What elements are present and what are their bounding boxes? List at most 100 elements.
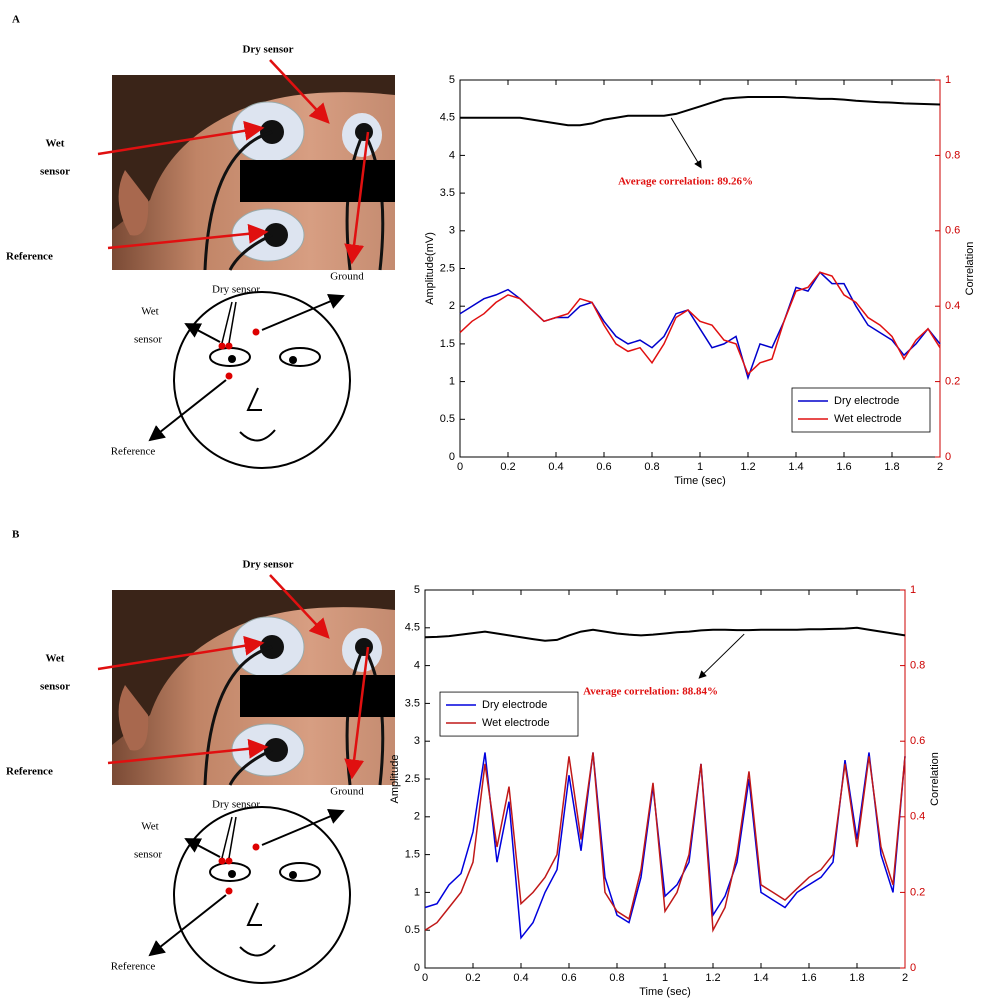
photo-label: Ground (330, 271, 364, 283)
nose (246, 387, 262, 411)
pointer-arrow (148, 894, 227, 957)
diagram-label: Reference (111, 961, 156, 973)
signal-line (424, 752, 906, 940)
pointer-arrow (269, 574, 330, 639)
pointer-line (221, 301, 233, 344)
x-tick-label: 1 (697, 461, 703, 473)
pointer-arrow (107, 738, 269, 765)
pointer-line (228, 301, 237, 344)
y-tick-label: 1 (414, 886, 420, 898)
redaction (240, 675, 395, 717)
electrode-snap (264, 738, 288, 762)
diagram-label: Dry sensor (212, 284, 260, 296)
annotation-arrow (698, 633, 745, 679)
x-tick-label: 1.2 (740, 461, 755, 473)
electrode-dot (218, 342, 226, 350)
pupil (289, 871, 297, 879)
y-tick-label: 4 (449, 149, 455, 161)
photo-label: Dry sensor (242, 559, 293, 571)
y-tick-label: 3 (414, 735, 420, 747)
x-tick-label: 1.6 (836, 461, 851, 473)
electrode-dot (225, 342, 233, 350)
photo-label: Dry sensor (242, 44, 293, 56)
y2-tick-label: 0.8 (945, 149, 960, 161)
y-tick-label: 3.5 (440, 187, 455, 199)
y-tick-label: 2.5 (440, 262, 455, 274)
y2-tick-label: 0.8 (910, 660, 925, 672)
signal-line (459, 271, 941, 376)
y-tick-label: 0.5 (405, 924, 420, 936)
x-tick-label: 1.4 (753, 972, 768, 984)
legend-label: Wet electrode (834, 413, 902, 425)
legend (791, 387, 931, 433)
y-tick-label: 0.5 (440, 413, 455, 425)
electrode-dot (252, 843, 260, 851)
pointer-arrow (184, 838, 221, 858)
y-tick-label: 2 (414, 811, 420, 823)
x-tick-label: 2 (902, 972, 908, 984)
y-tick-label: 2.5 (405, 773, 420, 785)
y-tick-label: 1.5 (405, 849, 420, 861)
x-axis-label: Time (sec) (639, 986, 691, 998)
photo-hair (112, 75, 395, 230)
annotation-arrow (670, 117, 702, 169)
y-tick-label: 5 (414, 584, 420, 596)
redaction (240, 160, 395, 202)
pointer-arrow (107, 223, 269, 250)
y-tick-label: 1.5 (440, 338, 455, 350)
y2-axis-label: Correlation (929, 752, 941, 806)
photo-ear (118, 170, 149, 236)
y-tick-label: 0 (449, 451, 455, 463)
y2-tick-label: 0.4 (945, 300, 960, 312)
nose (246, 902, 262, 926)
pointer-arrow (261, 809, 345, 846)
legend-label: Dry electrode (834, 395, 899, 407)
x-tick-label: 0.4 (513, 972, 528, 984)
legend (439, 691, 579, 737)
annotation: Average correlation: 88.84% (583, 686, 718, 698)
x-tick-label: 0 (457, 461, 463, 473)
photo-label: Reference (6, 766, 53, 778)
x-axis-label: Time (sec) (674, 475, 726, 487)
x-tick-label: 0.8 (644, 461, 659, 473)
electrode-dot (252, 328, 260, 336)
electrode-dot (225, 372, 233, 380)
y-tick-label: 3 (449, 225, 455, 237)
pointer-arrow (344, 646, 370, 780)
pupil (228, 355, 236, 363)
pointer-arrow (184, 323, 221, 343)
x-tick-label: 1.8 (884, 461, 899, 473)
pointer-arrow (97, 120, 265, 156)
y2-tick-label: 0.2 (910, 886, 925, 898)
y2-axis-label: Correlation (964, 242, 976, 296)
correlation-line (460, 96, 941, 127)
y-tick-label: 2 (449, 300, 455, 312)
electrode-snap (264, 223, 288, 247)
diagram-label: Wet (141, 306, 158, 318)
y-tick-label: 5 (449, 74, 455, 86)
y-tick-label: 1 (449, 376, 455, 388)
y2-tick-label: 0 (945, 451, 951, 463)
y2-tick-label: 0.6 (910, 735, 925, 747)
electrode-dot (218, 857, 226, 865)
photo-ear (118, 685, 149, 751)
y-tick-label: 4 (414, 660, 420, 672)
y-axis-label: Amplitude(mV) (424, 232, 436, 305)
x-tick-label: 0.4 (548, 461, 563, 473)
x-tick-label: 1.8 (849, 972, 864, 984)
y2-tick-label: 1 (910, 584, 916, 596)
pointer-arrow (97, 635, 265, 671)
legend-label: Wet electrode (482, 717, 550, 729)
x-tick-label: 0.2 (465, 972, 480, 984)
y2-tick-label: 0.2 (945, 376, 960, 388)
x-tick-label: 0.6 (596, 461, 611, 473)
pupil (289, 356, 297, 364)
legend-label: Dry electrode (482, 699, 547, 711)
eye (279, 347, 321, 367)
y-tick-label: 3.5 (405, 697, 420, 709)
face (173, 291, 351, 469)
pointer-line (228, 816, 237, 859)
photo-label: sensor (40, 166, 70, 178)
signal-line (424, 752, 906, 933)
pointer-arrow (261, 294, 345, 331)
